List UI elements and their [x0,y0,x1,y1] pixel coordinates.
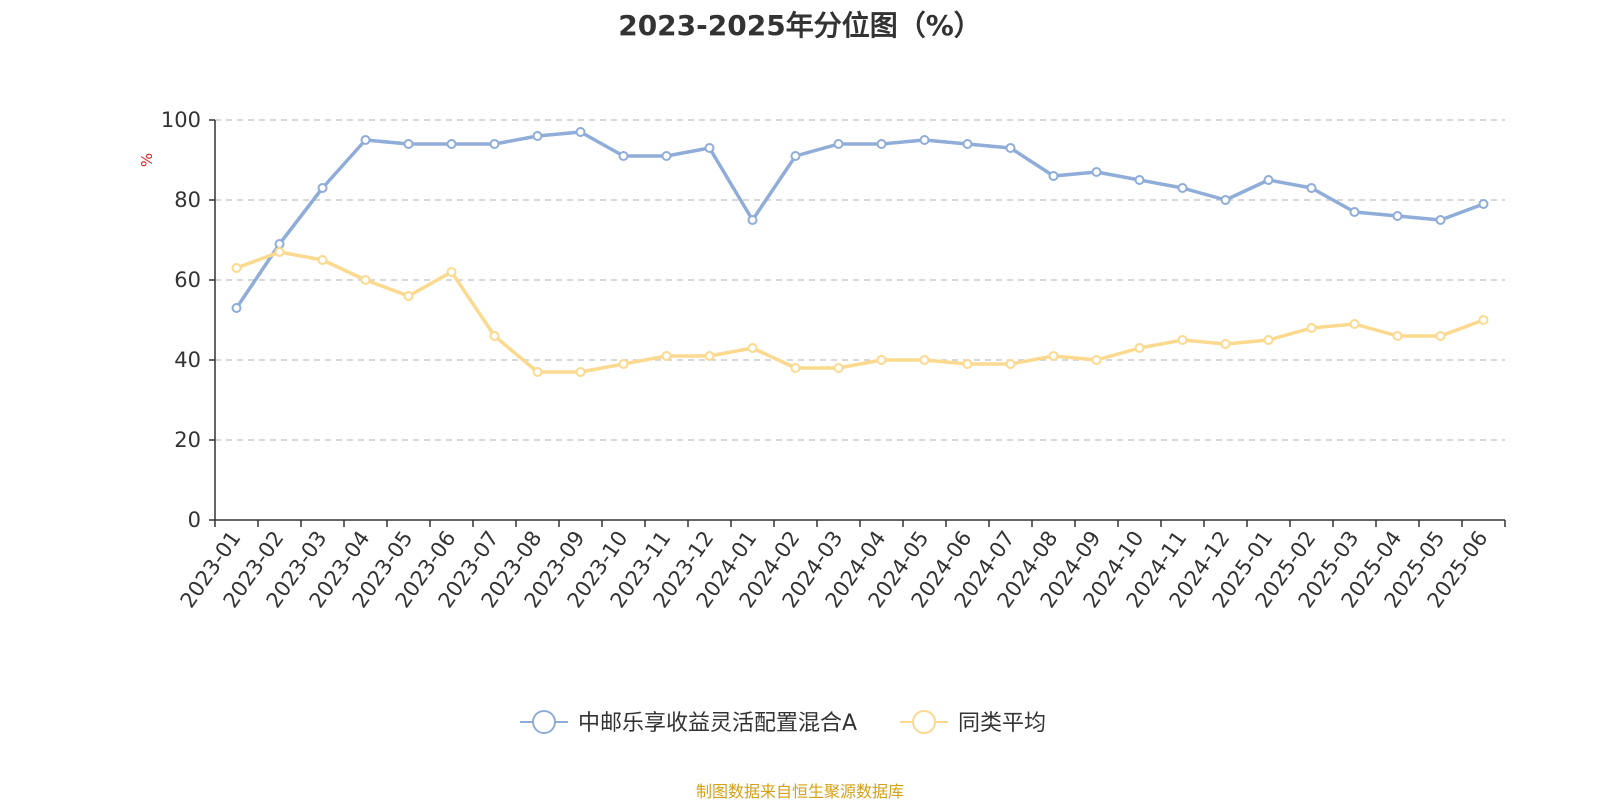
data-point[interactable] [1134,343,1145,353]
data-point[interactable] [876,139,887,149]
legend-label: 中邮乐享收益灵活配置混合A [578,711,857,736]
data-point[interactable] [446,139,457,149]
data-point[interactable] [532,131,543,141]
data-point[interactable] [1349,207,1360,217]
chart-title: 2023-2025年分位图（%） [618,9,982,42]
source-note: 制图数据来自恒生聚源数据库 [695,782,904,801]
y-axis-label: % [138,153,156,167]
data-point[interactable] [618,151,629,161]
data-point[interactable] [274,247,285,257]
y-axis-ticks: 0 20 40 60 80 100 [161,108,215,532]
data-point[interactable] [1134,175,1145,185]
legend-label: 同类平均 [958,711,1046,736]
data-point[interactable] [919,355,930,365]
data-point[interactable] [1435,331,1446,341]
data-point[interactable] [360,135,371,145]
data-point[interactable] [704,143,715,153]
data-point[interactable] [1478,199,1489,209]
y-tick-label: 60 [174,268,201,292]
data-point[interactable] [747,343,758,353]
grid-lines [215,119,1505,441]
data-point[interactable] [1435,215,1446,225]
data-point[interactable] [446,267,457,277]
data-point[interactable] [1306,323,1317,333]
data-point[interactable] [274,239,285,249]
data-point[interactable] [833,363,844,373]
data-point[interactable] [1091,355,1102,365]
data-point[interactable] [1177,183,1188,193]
data-point[interactable] [833,139,844,149]
data-point[interactable] [1392,211,1403,221]
data-point[interactable] [1048,171,1059,181]
data-point[interactable] [1478,315,1489,325]
data-point[interactable] [1392,331,1403,341]
legend: 中邮乐享收益灵活配置混合A 同类平均 [520,710,1046,736]
data-point[interactable] [704,351,715,361]
y-tick-label: 0 [188,508,201,532]
x-axis-ticks: 2023-012023-022023-032023-042023-052023-… [176,520,1506,612]
y-tick-label: 20 [174,428,201,452]
data-point[interactable] [231,263,242,273]
data-point[interactable] [661,351,672,361]
series-1 [231,247,1489,377]
data-point[interactable] [489,139,500,149]
data-point[interactable] [1263,335,1274,345]
data-point[interactable] [1177,335,1188,345]
data-point[interactable] [1220,339,1231,349]
data-point[interactable] [317,183,328,193]
data-point[interactable] [919,135,930,145]
data-point[interactable] [747,215,758,225]
data-point[interactable] [1005,143,1016,153]
data-point[interactable] [403,139,414,149]
data-point[interactable] [403,291,414,301]
data-point[interactable] [618,359,629,369]
data-point[interactable] [1263,175,1274,185]
data-point[interactable] [661,151,672,161]
axes [214,120,1505,521]
y-tick-label: 40 [174,348,201,372]
data-point[interactable] [532,367,543,377]
data-point[interactable] [1220,195,1231,205]
legend-item-1[interactable]: 同类平均 [900,710,1046,736]
data-point[interactable] [962,139,973,149]
data-point[interactable] [1349,319,1360,329]
legend-marker [912,710,936,734]
data-point[interactable] [317,255,328,265]
data-point[interactable] [360,275,371,285]
series-0 [231,127,1489,313]
y-tick-label: 100 [161,108,201,132]
data-point[interactable] [1091,167,1102,177]
data-point[interactable] [962,359,973,369]
y-tick-label: 80 [174,188,201,212]
series-line [235,130,1485,309]
series-line [235,250,1485,374]
data-point[interactable] [575,367,586,377]
data-point[interactable] [1048,351,1059,361]
series-layer [231,127,1489,377]
data-point[interactable] [489,331,500,341]
data-point[interactable] [790,151,801,161]
data-point[interactable] [876,355,887,365]
data-point[interactable] [231,303,242,313]
data-point[interactable] [790,363,801,373]
data-point[interactable] [1005,359,1016,369]
data-point[interactable] [575,127,586,137]
data-point[interactable] [1306,183,1317,193]
legend-marker [532,710,556,734]
legend-item-0[interactable]: 中邮乐享收益灵活配置混合A [520,710,857,736]
